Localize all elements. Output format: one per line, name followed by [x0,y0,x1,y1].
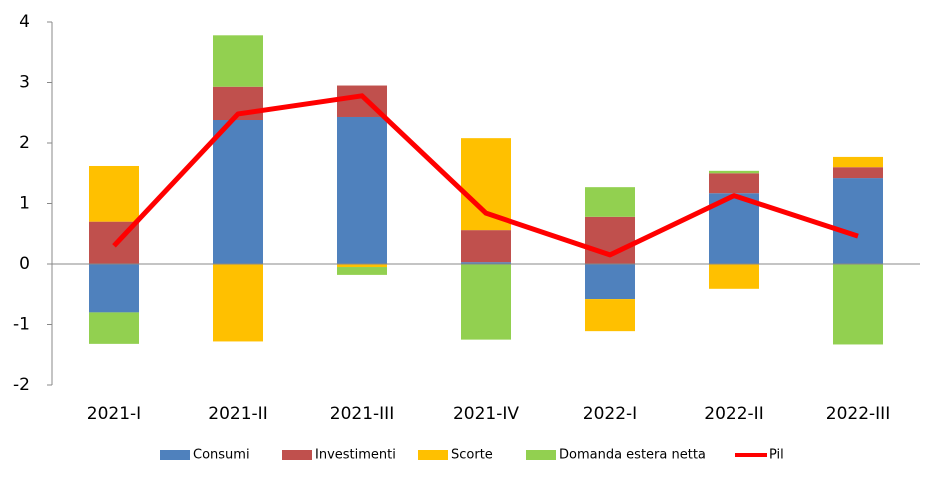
bar [461,138,511,231]
bar [337,116,387,264]
legend-label: Scorte [451,448,493,463]
bar [461,230,511,263]
x-tick-label: 2021-I [87,404,141,424]
x-tick-label: 2021-III [330,404,394,424]
bar [709,264,759,289]
x-tick-label: 2022-I [583,404,637,424]
bar [337,267,387,275]
bar [337,264,387,268]
y-tick-label: 2 [19,133,30,153]
bar [585,264,635,300]
x-tick-label: 2021-II [208,404,267,424]
bar [709,173,759,194]
legend-marker [526,450,556,460]
line [112,93,859,258]
bar [833,156,883,168]
y-tick-label: 4 [19,12,30,32]
bar [585,299,635,332]
bar [213,120,263,264]
y-tick-label: -1 [13,315,30,335]
y-tick-label: 3 [19,73,30,93]
legend-label: Consumi [193,448,250,463]
legend-marker [418,450,448,460]
bar [461,262,511,264]
bar [585,187,635,217]
bar [89,165,139,222]
x-tick-label: 2021-IV [453,404,519,424]
legend-marker [282,450,312,460]
bar [833,264,883,345]
bar [833,167,883,179]
bar [461,264,511,340]
y-tick-label: -2 [13,375,30,395]
bar [89,312,139,344]
x-tick-label: 2022-III [826,404,890,424]
legend-marker [160,450,190,460]
bar [213,35,263,87]
legend-label: Pil [769,448,784,463]
bar [89,264,139,313]
bar [833,178,883,264]
bar [709,170,759,174]
legend-label: Domanda estera netta [559,448,706,463]
bar [213,264,263,342]
x-tick-label: 2022-II [704,404,763,424]
y-tick-label: 1 [19,194,30,214]
legend-label: Investimenti [315,448,396,463]
y-tick-label: 0 [19,254,30,274]
